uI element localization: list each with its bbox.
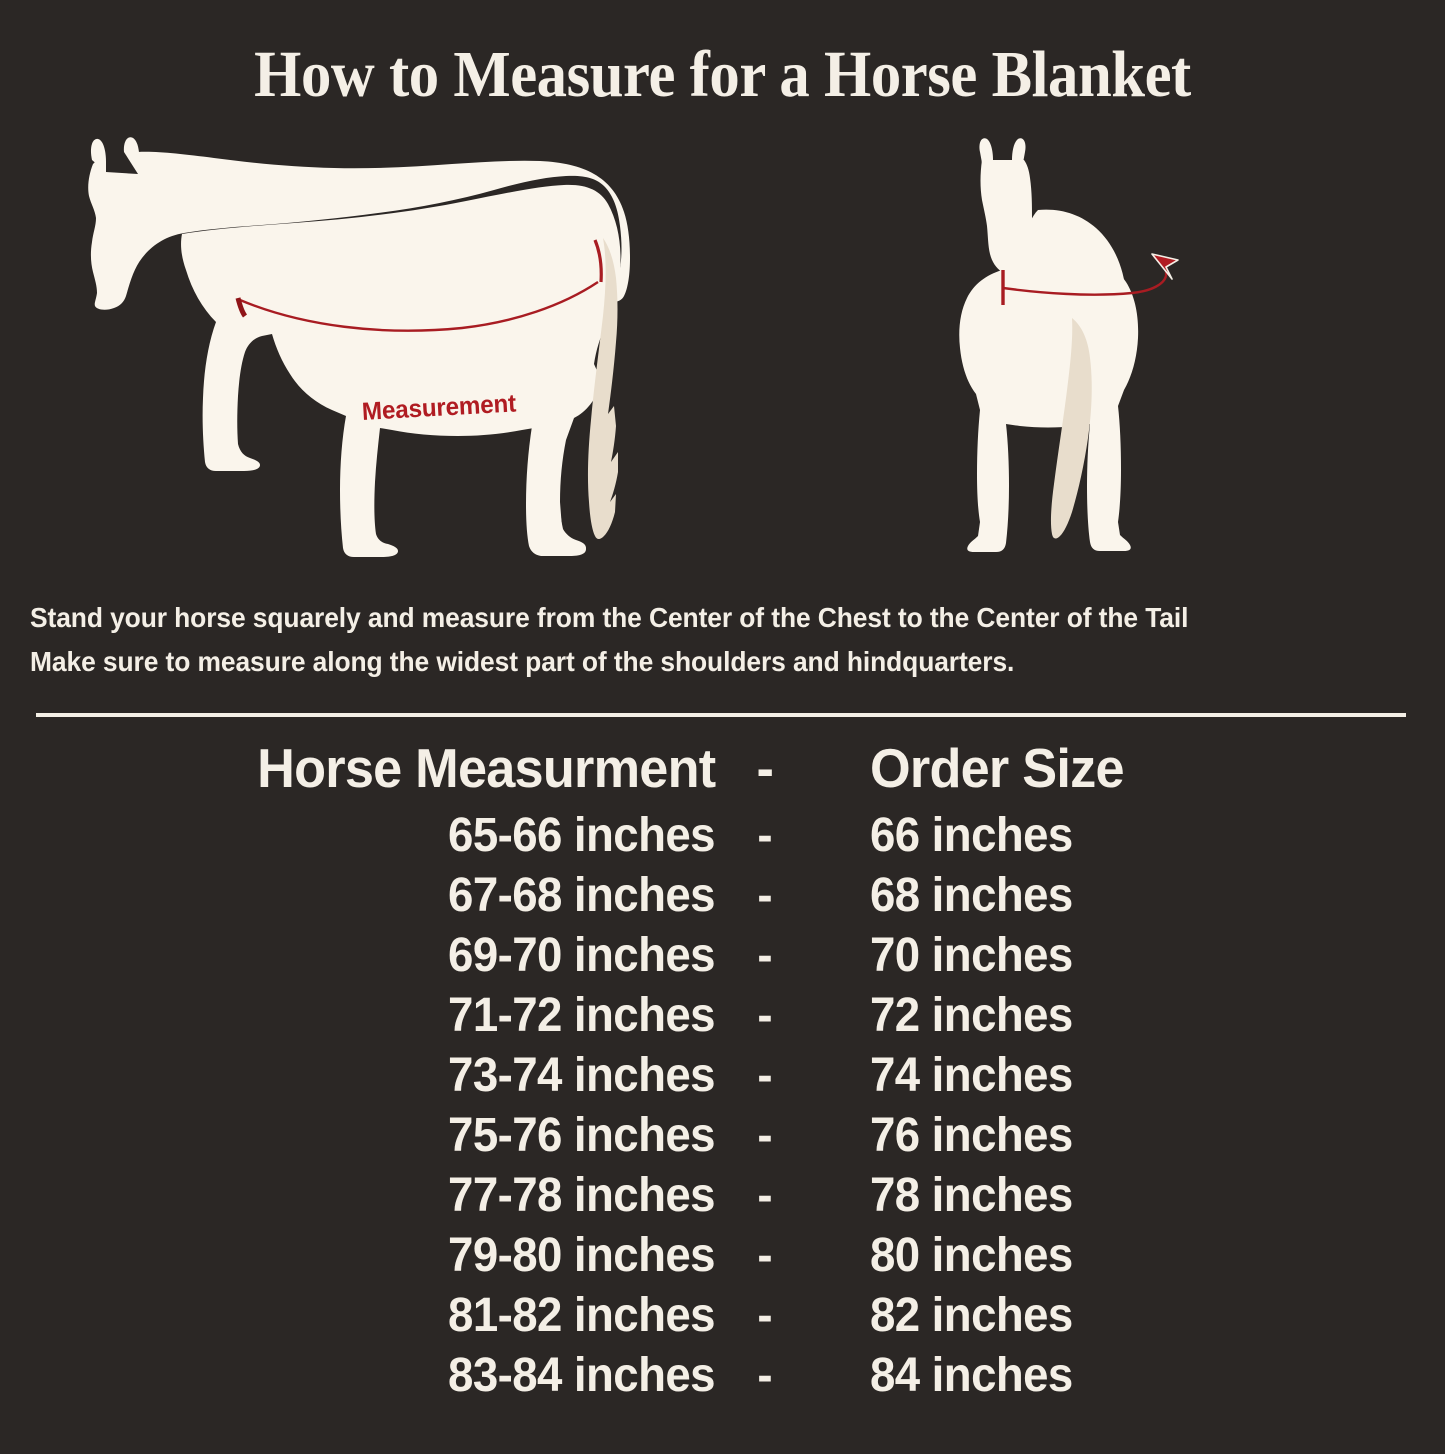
row-ordersize-value: 70 inches xyxy=(870,929,1073,982)
row-dash: - xyxy=(757,809,773,862)
row-ordersize-value: 82 inches xyxy=(870,1289,1073,1342)
row-measurement-cell: 81-82 inches xyxy=(0,1287,715,1345)
row-dash: - xyxy=(757,869,773,922)
table-row: 79-80 inches - 80 inches xyxy=(0,1227,1445,1287)
row-ordersize-cell: 68 inches xyxy=(815,867,1445,925)
table-header-dash: - xyxy=(756,737,774,799)
horse-side-view xyxy=(62,130,682,570)
row-measurement-cell: 67-68 inches xyxy=(0,867,715,925)
table-header-right-cell: Order Size xyxy=(815,735,1445,801)
row-ordersize-value: 80 inches xyxy=(870,1229,1073,1282)
measurement-tape-line xyxy=(235,239,603,332)
row-measurement-cell: 73-74 inches xyxy=(0,1047,715,1105)
row-ordersize-cell: 74 inches xyxy=(815,1047,1445,1105)
row-dash-cell: - xyxy=(715,987,815,1045)
row-measurement-value: 83-84 inches xyxy=(448,1349,715,1402)
row-dash-cell: - xyxy=(715,1347,815,1405)
table-row: 67-68 inches - 68 inches xyxy=(0,867,1445,927)
row-measurement-cell: 75-76 inches xyxy=(0,1107,715,1165)
row-measurement-value: 67-68 inches xyxy=(448,869,715,922)
row-ordersize-cell: 80 inches xyxy=(815,1227,1445,1285)
table-header-dash-cell: - xyxy=(715,735,815,801)
table-row: 73-74 inches - 74 inches xyxy=(0,1047,1445,1107)
row-dash-cell: - xyxy=(715,1287,815,1345)
section-divider xyxy=(36,713,1406,717)
row-measurement-cell: 71-72 inches xyxy=(0,987,715,1045)
row-ordersize-value: 68 inches xyxy=(870,869,1073,922)
row-measurement-cell: 83-84 inches xyxy=(0,1347,715,1405)
table-row: 71-72 inches - 72 inches xyxy=(0,987,1445,1047)
row-dash-cell: - xyxy=(715,807,815,865)
instructions-line-2: Make sure to measure along the widest pa… xyxy=(30,646,1015,677)
row-ordersize-cell: 70 inches xyxy=(815,927,1445,985)
instructions-line-1: Stand your horse squarely and measure fr… xyxy=(30,602,1189,633)
row-dash: - xyxy=(757,929,773,982)
illustration-area: Measurement xyxy=(0,130,1445,570)
row-dash: - xyxy=(757,1109,773,1162)
row-measurement-cell: 79-80 inches xyxy=(0,1227,715,1285)
row-dash-cell: - xyxy=(715,1107,815,1165)
table-row: 75-76 inches - 76 inches xyxy=(0,1107,1445,1167)
row-ordersize-value: 74 inches xyxy=(870,1049,1073,1102)
table-row: 81-82 inches - 82 inches xyxy=(0,1287,1445,1347)
row-dash: - xyxy=(757,989,773,1042)
size-chart-table: Horse Measurment - Order Size 65-66 inch… xyxy=(0,735,1445,1407)
row-measurement-value: 75-76 inches xyxy=(448,1109,715,1162)
row-measurement-cell: 77-78 inches xyxy=(0,1167,715,1225)
row-dash: - xyxy=(757,1289,773,1342)
row-measurement-value: 73-74 inches xyxy=(448,1049,715,1102)
row-dash: - xyxy=(757,1229,773,1282)
row-ordersize-cell: 76 inches xyxy=(815,1107,1445,1165)
table-row: 83-84 inches - 84 inches xyxy=(0,1347,1445,1407)
row-ordersize-cell: 78 inches xyxy=(815,1167,1445,1225)
row-dash-cell: - xyxy=(715,1047,815,1105)
row-measurement-value: 81-82 inches xyxy=(448,1289,715,1342)
row-dash-cell: - xyxy=(715,1167,815,1225)
row-ordersize-value: 72 inches xyxy=(870,989,1073,1042)
row-dash: - xyxy=(757,1349,773,1402)
instructions-text: Stand your horse squarely and measure fr… xyxy=(30,596,1369,684)
horse-rear-view xyxy=(920,130,1210,570)
page-title: How to Measure for a Horse Blanket xyxy=(254,38,1191,111)
row-dash: - xyxy=(757,1049,773,1102)
row-measurement-value: 69-70 inches xyxy=(448,929,715,982)
table-row: 65-66 inches - 66 inches xyxy=(0,807,1445,867)
row-ordersize-value: 76 inches xyxy=(870,1109,1073,1162)
row-ordersize-value: 78 inches xyxy=(870,1169,1073,1222)
table-row: 69-70 inches - 70 inches xyxy=(0,927,1445,987)
row-measurement-cell: 65-66 inches xyxy=(0,807,715,865)
row-measurement-value: 77-78 inches xyxy=(448,1169,715,1222)
row-ordersize-cell: 72 inches xyxy=(815,987,1445,1045)
measurement-arrow-icon xyxy=(1151,253,1179,280)
row-ordersize-value: 66 inches xyxy=(870,809,1073,862)
horse-side-body xyxy=(88,137,630,557)
table-header-row: Horse Measurment - Order Size xyxy=(0,735,1445,807)
table-row: 77-78 inches - 78 inches xyxy=(0,1167,1445,1227)
row-ordersize-cell: 66 inches xyxy=(815,807,1445,865)
row-dash-cell: - xyxy=(715,927,815,985)
row-measurement-cell: 69-70 inches xyxy=(0,927,715,985)
row-dash-cell: - xyxy=(715,1227,815,1285)
table-header-order-size: Order Size xyxy=(870,737,1125,799)
row-dash: - xyxy=(757,1169,773,1222)
row-dash-cell: - xyxy=(715,867,815,925)
row-ordersize-cell: 82 inches xyxy=(815,1287,1445,1345)
row-measurement-value: 65-66 inches xyxy=(448,809,715,862)
row-measurement-value: 71-72 inches xyxy=(448,989,715,1042)
table-header-measurement: Horse Measurment xyxy=(256,737,716,799)
horse-rear-body xyxy=(959,138,1139,552)
table-header-left-cell: Horse Measurment xyxy=(0,735,716,801)
row-measurement-value: 79-80 inches xyxy=(448,1229,715,1282)
row-ordersize-cell: 84 inches xyxy=(815,1347,1445,1405)
row-ordersize-value: 84 inches xyxy=(870,1349,1073,1402)
measurement-tape-line xyxy=(1001,270,1168,305)
